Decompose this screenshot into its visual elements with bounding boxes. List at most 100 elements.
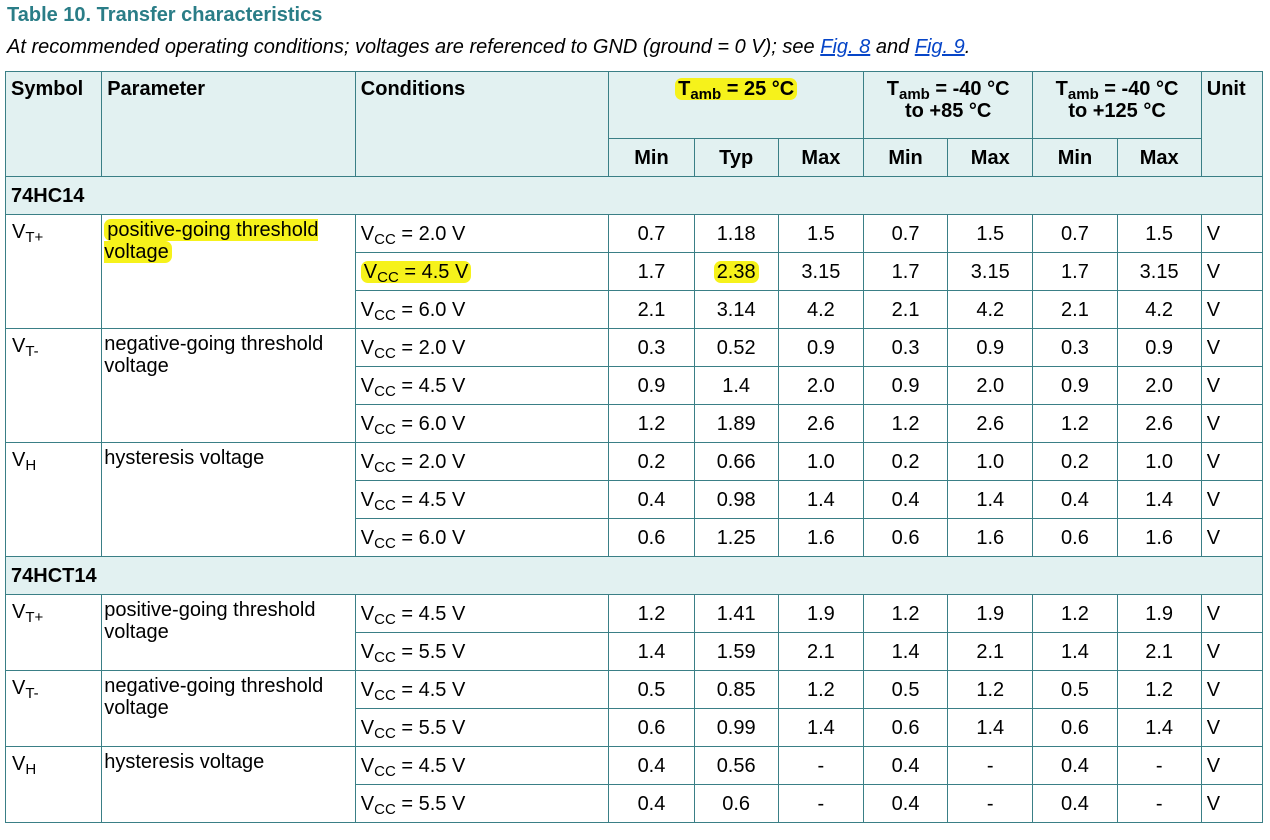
table-row: VT+ positive-going threshold voltage VCC =… bbox=[4, 214, 1264, 329]
condition-cell: VCC = 2.0 V bbox=[354, 328, 610, 367]
value-cell: 1.7 bbox=[1032, 252, 1118, 291]
value-cell: 0.6 bbox=[608, 708, 695, 747]
condition-subscript: CC bbox=[374, 724, 396, 742]
value-text: 1.2 bbox=[1061, 602, 1089, 625]
unit-cell: V bbox=[1200, 784, 1264, 823]
table-title: Table 10. Transfer characteristics bbox=[7, 4, 323, 26]
condition-wrap: VCC = 5.5 V bbox=[361, 717, 466, 742]
value-cell: 0.3 bbox=[862, 328, 949, 367]
value-text: 0.3 bbox=[637, 336, 666, 359]
value-text: 0.4 bbox=[637, 488, 666, 511]
value-text: 0.7 bbox=[1061, 222, 1089, 245]
value-cell: 1.5 bbox=[947, 214, 1034, 253]
parameter-text: negative-going threshold voltage bbox=[104, 333, 324, 377]
value-text: 2.0 bbox=[976, 374, 1005, 397]
condition-cell: VCC = 2.0 V bbox=[354, 442, 610, 481]
value-text: 1.4 bbox=[1145, 488, 1174, 511]
value-cell: 0.4 bbox=[1032, 746, 1118, 785]
value-text: 1.4 bbox=[806, 716, 835, 739]
value-cell: 0.2 bbox=[1032, 442, 1118, 481]
value-text: 0.85 bbox=[716, 678, 756, 701]
value-cell: 1.4 bbox=[777, 708, 864, 747]
value-cell: 2.1 bbox=[608, 290, 695, 329]
subtitle-text-mid: and bbox=[870, 36, 915, 58]
condition-v: V bbox=[360, 450, 375, 473]
symbol-subscript: H bbox=[25, 761, 37, 778]
value-text: 1.7 bbox=[637, 260, 666, 283]
value-cell: 0.4 bbox=[608, 746, 695, 785]
value-cell: 0.7 bbox=[862, 214, 949, 253]
value-text: 0.9 bbox=[637, 374, 666, 397]
value-text: 1.5 bbox=[1145, 222, 1174, 245]
value-text: 0.2 bbox=[1061, 450, 1089, 473]
value-text: 1.0 bbox=[806, 450, 835, 473]
header-conditions: Conditions bbox=[354, 71, 610, 177]
value-cell: 2.38 bbox=[693, 252, 779, 291]
value-cell: 2.1 bbox=[1116, 632, 1202, 671]
condition-wrap: VCC = 4.5 V bbox=[360, 260, 472, 285]
value-cell: 0.4 bbox=[608, 784, 695, 823]
parameter-cell: hysteresis voltage bbox=[101, 442, 356, 557]
value-cell: 2.1 bbox=[777, 632, 864, 671]
value-cell: 0.4 bbox=[862, 784, 949, 823]
condition-cell: VCC = 6.0 V bbox=[354, 290, 610, 329]
condition-wrap: VCC = 6.0 V bbox=[360, 298, 466, 323]
value-text: 1.89 bbox=[716, 412, 756, 435]
value-cell: 0.5 bbox=[1032, 670, 1118, 709]
table-row: VCC = 5.5 V 0.4 0.6-0.4-0.4- V bbox=[6, 784, 1264, 823]
subtitle-text-end: . bbox=[964, 36, 971, 58]
header-min: Min bbox=[1032, 138, 1118, 177]
symbol-cell: VH bbox=[4, 442, 103, 557]
condition-wrap: VCC = 5.5 V bbox=[361, 641, 466, 666]
fig-9-link[interactable]: Fig. 9 bbox=[914, 36, 965, 58]
group-name: 74HC14 bbox=[5, 176, 1263, 215]
header-tamb-25-t: T bbox=[678, 78, 691, 100]
value-cell: - bbox=[947, 746, 1034, 785]
value-cell: 0.4 bbox=[1032, 480, 1118, 519]
symbol-subscript: T+ bbox=[25, 609, 44, 626]
header-tamb-85-rest: = -40 °C bbox=[929, 78, 1010, 100]
fig-8-link[interactable]: Fig. 8 bbox=[820, 36, 871, 58]
header-min: Min bbox=[608, 138, 695, 177]
value-cell: 1.2 bbox=[862, 404, 949, 443]
header-tamb-25: Tamb = 25 °C bbox=[608, 71, 864, 139]
condition-subscript: CC bbox=[374, 686, 396, 704]
value-text: 3.15 bbox=[801, 260, 841, 283]
value-cell: 4.2 bbox=[1116, 290, 1202, 329]
value-text: 2.6 bbox=[806, 412, 835, 435]
table-body: 74HC14 VT+ positive-going threshold voltag… bbox=[4, 176, 1264, 823]
value-cell: 0.6 bbox=[1032, 518, 1118, 557]
condition-cell: VCC = 6.0 V bbox=[354, 518, 610, 557]
condition-text: = 2.0 V bbox=[395, 450, 466, 473]
header-max: Max bbox=[947, 138, 1034, 177]
condition-subscript: CC bbox=[374, 648, 396, 666]
symbol-cell: VT+ bbox=[4, 214, 103, 329]
table-row: VH hysteresis voltage VCC = 4.5 V 0.4 0.56-0… bbox=[4, 746, 1264, 823]
value-text: - bbox=[1155, 792, 1163, 815]
unit-cell: V bbox=[1200, 594, 1264, 633]
value-text: 1.4 bbox=[722, 374, 751, 397]
value-cell: 1.4 bbox=[1032, 632, 1118, 671]
condition-v: V bbox=[360, 374, 375, 397]
unit-cell: V bbox=[1200, 442, 1264, 481]
value-text: 0.9 bbox=[1061, 374, 1089, 397]
value-cell: 2.1 bbox=[1032, 290, 1118, 329]
value-text: 0.5 bbox=[1061, 678, 1089, 701]
condition-v: V bbox=[360, 298, 375, 321]
value-text: 0.4 bbox=[891, 754, 920, 777]
condition-text: = 5.5 V bbox=[395, 792, 466, 815]
condition-subscript: CC bbox=[374, 458, 396, 476]
table-row: VCC = 4.5 V 0.9 1.4 2.0 0.9 2.0 0.9 2.0 V bbox=[6, 366, 1264, 405]
value-text: 1.4 bbox=[976, 716, 1005, 739]
condition-text: = 4.5 V bbox=[395, 602, 466, 625]
unit-cell: V bbox=[1200, 708, 1264, 747]
header-tamb-85-sub: amb bbox=[899, 86, 930, 103]
value-cell: 0.85 bbox=[693, 670, 779, 709]
value-cell: 0.9 bbox=[608, 366, 695, 405]
condition-text: = 4.5 V bbox=[395, 754, 466, 777]
symbol-main: V bbox=[12, 221, 26, 243]
condition-wrap: VCC = 2.0 V bbox=[361, 223, 466, 247]
unit-cell: V bbox=[1200, 290, 1264, 329]
value-text: 2.0 bbox=[806, 374, 835, 397]
parameter-cell: hysteresis voltage bbox=[101, 746, 356, 823]
